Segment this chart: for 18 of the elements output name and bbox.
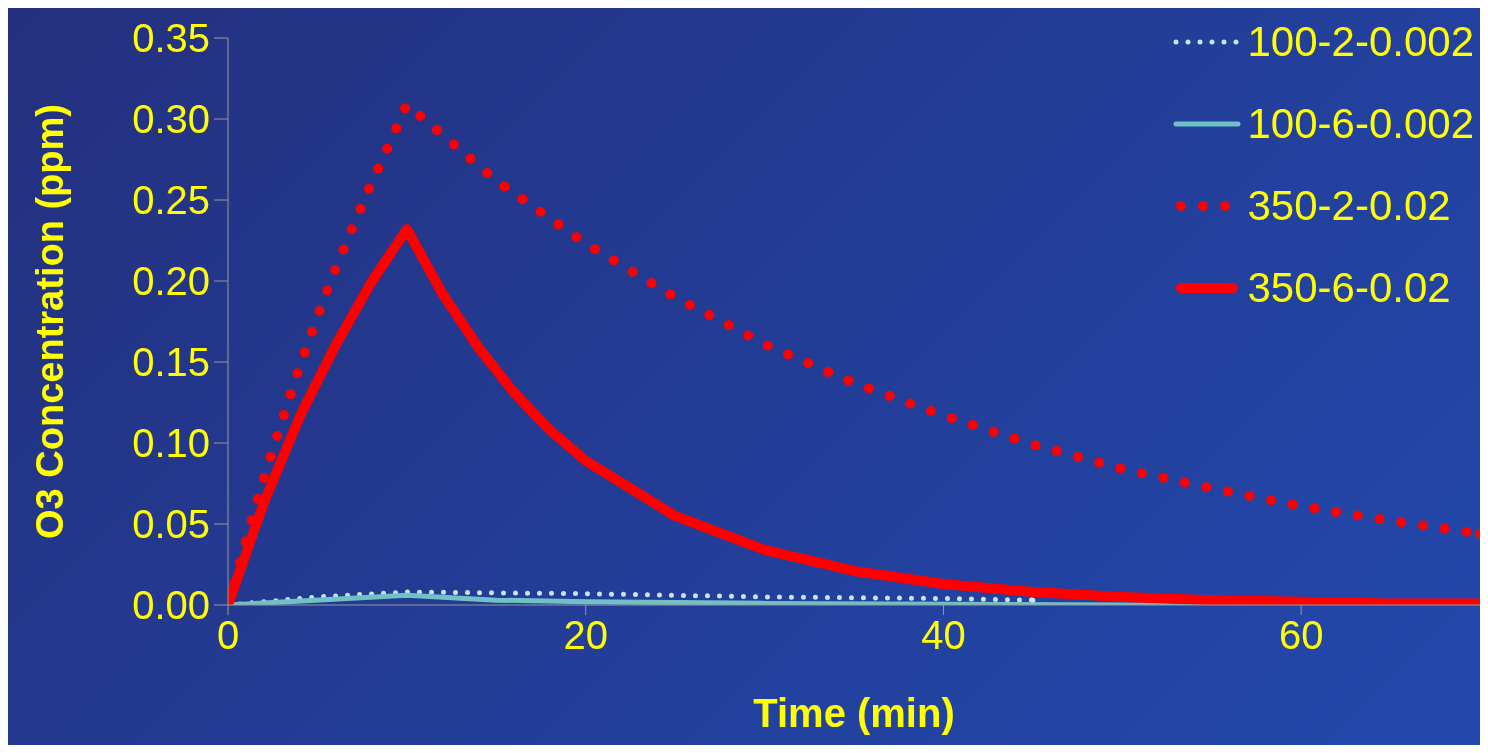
- x-tick-label: 60: [1278, 613, 1324, 658]
- legend-label: 350-6-0.02: [1247, 264, 1451, 312]
- x-axis-title: Time (min): [753, 691, 955, 735]
- y-tick-label: 0.15: [132, 340, 210, 385]
- x-tick-label: 40: [921, 613, 966, 658]
- y-tick-label: 0.05: [132, 502, 210, 547]
- x-tick-label: 20: [563, 613, 608, 658]
- y-tick-label: 0.35: [132, 16, 210, 61]
- legend-label: 100-6-0.002: [1247, 100, 1474, 148]
- y-tick-label: 0.30: [132, 97, 210, 142]
- y-tick-label: 0.25: [132, 178, 210, 223]
- legend-label: 100-2-0.002: [1247, 18, 1474, 66]
- x-tick-label: 0: [216, 613, 240, 658]
- legend-label: 350-2-0.02: [1247, 182, 1451, 230]
- y-tick-label: 0.20: [132, 259, 210, 304]
- y-tick-label: 0.00: [132, 583, 210, 628]
- y-axis-title: O3 Concentration (ppm): [29, 104, 72, 539]
- y-tick-label: 0.10: [132, 421, 210, 466]
